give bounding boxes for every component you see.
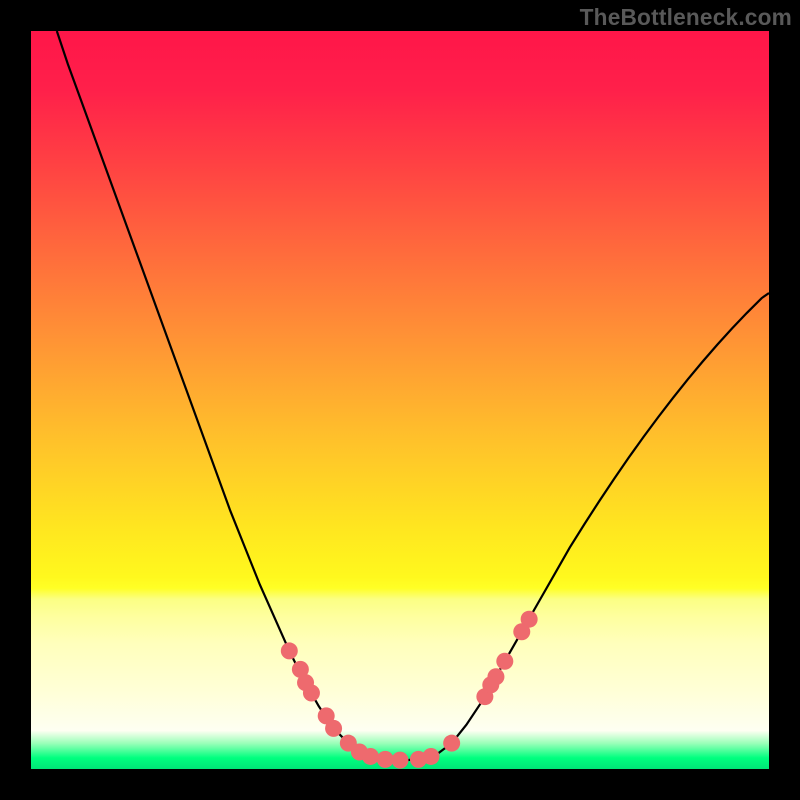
- curve-marker: [325, 720, 342, 737]
- curve-marker: [521, 611, 538, 628]
- curve-marker: [281, 642, 298, 659]
- curve-marker: [443, 735, 460, 752]
- chart-background: [31, 31, 769, 769]
- curve-marker: [377, 751, 394, 768]
- curve-marker: [487, 668, 504, 685]
- bottleneck-chart: [31, 31, 769, 769]
- curve-marker: [423, 748, 440, 765]
- curve-marker: [303, 684, 320, 701]
- watermark-text: TheBottleneck.com: [580, 4, 792, 31]
- curve-marker: [496, 653, 513, 670]
- curve-marker: [362, 748, 379, 765]
- curve-marker: [392, 752, 409, 769]
